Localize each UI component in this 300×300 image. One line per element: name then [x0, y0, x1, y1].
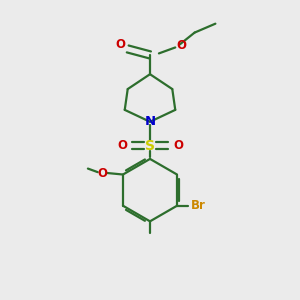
Text: O: O — [176, 40, 186, 52]
Text: N: N — [144, 115, 156, 128]
Text: O: O — [173, 139, 183, 152]
Text: O: O — [115, 38, 125, 51]
Text: O: O — [117, 139, 127, 152]
Text: O: O — [97, 167, 107, 179]
Text: S: S — [145, 139, 155, 152]
Text: Br: Br — [191, 199, 206, 212]
